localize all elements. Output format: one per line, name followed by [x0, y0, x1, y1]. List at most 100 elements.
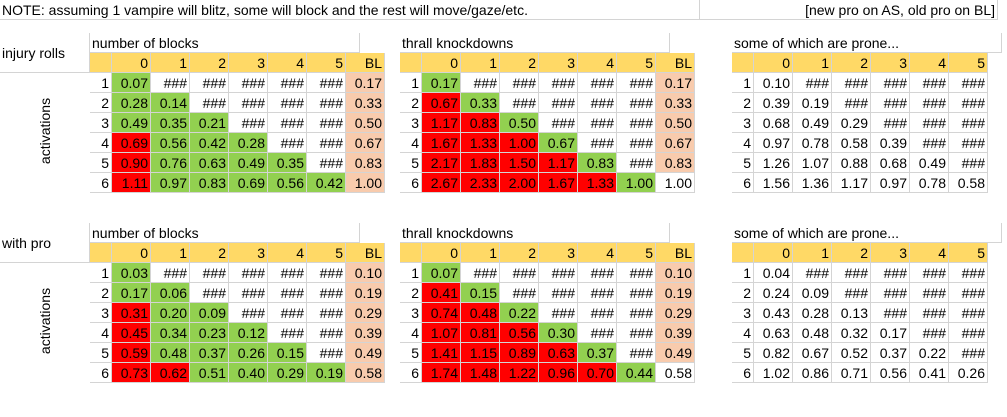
- data-cell[interactable]: 0.22: [910, 343, 949, 363]
- data-cell[interactable]: ###: [268, 73, 307, 93]
- column-header[interactable]: 5: [307, 243, 346, 263]
- row-activation-number[interactable]: 2: [400, 93, 422, 113]
- data-cell[interactable]: 0.68: [871, 153, 910, 173]
- column-header[interactable]: BL: [656, 243, 695, 263]
- row-activation-number[interactable]: 4: [90, 323, 112, 343]
- table-title[interactable]: thrall knockdowns: [400, 33, 670, 53]
- data-cell[interactable]: 0.19: [656, 283, 695, 303]
- data-cell[interactable]: 0.37: [871, 343, 910, 363]
- data-cell[interactable]: 0.14: [151, 93, 190, 113]
- row-activation-number[interactable]: 2: [400, 283, 422, 303]
- data-cell[interactable]: ###: [949, 93, 988, 113]
- row-activation-number[interactable]: 1: [90, 73, 112, 93]
- data-cell[interactable]: 0.50: [500, 113, 539, 133]
- data-cell[interactable]: 0.63: [539, 343, 578, 363]
- data-cell[interactable]: ###: [190, 93, 229, 113]
- data-cell[interactable]: 0.49: [656, 343, 695, 363]
- data-cell[interactable]: 1.15: [461, 343, 500, 363]
- data-cell[interactable]: 0.19: [346, 283, 385, 303]
- data-cell[interactable]: 0.67: [793, 343, 832, 363]
- data-cell[interactable]: 0.33: [461, 93, 500, 113]
- data-cell[interactable]: 1.67: [422, 133, 461, 153]
- data-cell[interactable]: ###: [910, 283, 949, 303]
- data-cell[interactable]: 1.74: [422, 363, 461, 383]
- data-cell[interactable]: 0.17: [656, 73, 695, 93]
- data-cell[interactable]: 1.26: [754, 153, 793, 173]
- column-header[interactable]: 5: [307, 53, 346, 73]
- header-corner[interactable]: [732, 243, 754, 263]
- data-cell[interactable]: ###: [578, 133, 617, 153]
- column-header[interactable]: 0: [754, 243, 793, 263]
- data-cell[interactable]: 0.69: [112, 133, 151, 153]
- data-cell[interactable]: 0.28: [793, 303, 832, 323]
- row-activation-number[interactable]: 2: [90, 283, 112, 303]
- data-cell[interactable]: 0.10: [754, 73, 793, 93]
- data-cell[interactable]: ###: [500, 93, 539, 113]
- data-cell[interactable]: 0.88: [832, 153, 871, 173]
- row-activation-number[interactable]: 3: [400, 303, 422, 323]
- data-cell[interactable]: 0.97: [151, 173, 190, 193]
- column-header[interactable]: 3: [229, 53, 268, 73]
- column-header[interactable]: 1: [461, 243, 500, 263]
- data-cell[interactable]: 0.43: [754, 303, 793, 323]
- data-cell[interactable]: 0.50: [656, 113, 695, 133]
- data-cell[interactable]: ###: [871, 263, 910, 283]
- data-cell[interactable]: 0.33: [346, 93, 385, 113]
- data-cell[interactable]: ###: [910, 303, 949, 323]
- data-cell[interactable]: 0.17: [871, 323, 910, 343]
- data-cell[interactable]: ###: [910, 323, 949, 343]
- data-cell[interactable]: 1.33: [461, 133, 500, 153]
- data-cell[interactable]: 2.17: [422, 153, 461, 173]
- data-cell[interactable]: ###: [578, 113, 617, 133]
- data-cell[interactable]: 0.51: [190, 363, 229, 383]
- data-cell[interactable]: ###: [229, 93, 268, 113]
- data-cell[interactable]: 1.17: [539, 153, 578, 173]
- data-cell[interactable]: 0.24: [754, 283, 793, 303]
- data-cell[interactable]: ###: [229, 73, 268, 93]
- column-header[interactable]: 3: [539, 53, 578, 73]
- data-cell[interactable]: ###: [539, 73, 578, 93]
- row-activation-number[interactable]: 2: [732, 93, 754, 113]
- data-cell[interactable]: 0.56: [268, 173, 307, 193]
- data-cell[interactable]: 0.62: [151, 363, 190, 383]
- data-cell[interactable]: ###: [268, 133, 307, 153]
- data-cell[interactable]: ###: [578, 93, 617, 113]
- data-cell[interactable]: 0.86: [793, 363, 832, 383]
- data-cell[interactable]: ###: [871, 73, 910, 93]
- table-title[interactable]: number of blocks: [90, 223, 360, 243]
- data-cell[interactable]: ###: [539, 303, 578, 323]
- data-cell[interactable]: 2.00: [500, 173, 539, 193]
- data-cell[interactable]: ###: [949, 73, 988, 93]
- data-cell[interactable]: ###: [268, 263, 307, 283]
- data-cell[interactable]: 0.15: [268, 343, 307, 363]
- data-cell[interactable]: ###: [500, 73, 539, 93]
- data-cell[interactable]: ###: [949, 153, 988, 173]
- data-cell[interactable]: 1.41: [422, 343, 461, 363]
- column-header[interactable]: BL: [346, 53, 385, 73]
- column-header[interactable]: 1: [793, 53, 832, 73]
- data-cell[interactable]: 0.44: [617, 363, 656, 383]
- data-cell[interactable]: 0.09: [793, 283, 832, 303]
- data-cell[interactable]: 1.07: [422, 323, 461, 343]
- data-cell[interactable]: ###: [578, 263, 617, 283]
- column-header[interactable]: 2: [190, 53, 229, 73]
- data-cell[interactable]: ###: [617, 113, 656, 133]
- data-cell[interactable]: ###: [500, 283, 539, 303]
- data-cell[interactable]: 0.29: [346, 303, 385, 323]
- data-cell[interactable]: 0.82: [754, 343, 793, 363]
- data-cell[interactable]: 1.07: [793, 153, 832, 173]
- data-cell[interactable]: ###: [268, 303, 307, 323]
- data-cell[interactable]: 1.17: [832, 173, 871, 193]
- data-cell[interactable]: ###: [307, 263, 346, 283]
- data-cell[interactable]: 1.00: [617, 173, 656, 193]
- data-cell[interactable]: ###: [578, 73, 617, 93]
- column-header[interactable]: 1: [151, 53, 190, 73]
- data-cell[interactable]: ###: [307, 323, 346, 343]
- column-header[interactable]: BL: [656, 53, 695, 73]
- data-cell[interactable]: ###: [229, 303, 268, 323]
- data-cell[interactable]: ###: [578, 303, 617, 323]
- data-cell[interactable]: ###: [151, 263, 190, 283]
- data-cell[interactable]: ###: [307, 113, 346, 133]
- data-cell[interactable]: ###: [307, 73, 346, 93]
- column-header[interactable]: 5: [949, 243, 988, 263]
